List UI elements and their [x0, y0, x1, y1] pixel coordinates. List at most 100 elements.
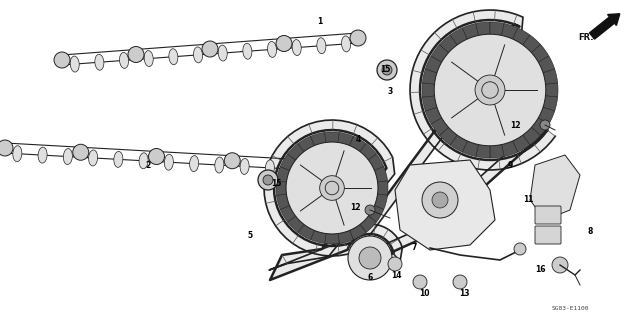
Wedge shape: [538, 107, 555, 124]
Ellipse shape: [95, 54, 104, 70]
Text: 14: 14: [391, 271, 401, 279]
Wedge shape: [349, 136, 366, 152]
Wedge shape: [324, 234, 339, 244]
Wedge shape: [426, 107, 442, 124]
Circle shape: [0, 140, 13, 156]
Wedge shape: [287, 216, 304, 233]
Wedge shape: [490, 22, 504, 35]
Ellipse shape: [215, 157, 224, 173]
Wedge shape: [450, 135, 467, 152]
FancyBboxPatch shape: [535, 226, 561, 244]
Circle shape: [73, 144, 89, 160]
Ellipse shape: [189, 156, 198, 172]
Ellipse shape: [88, 150, 98, 166]
Text: 8: 8: [588, 227, 593, 236]
Text: 15: 15: [271, 179, 281, 188]
Ellipse shape: [139, 153, 148, 169]
Wedge shape: [276, 194, 289, 210]
Ellipse shape: [63, 149, 72, 165]
Wedge shape: [502, 141, 518, 157]
Text: 5: 5: [248, 231, 253, 240]
Wedge shape: [287, 144, 304, 160]
Wedge shape: [310, 230, 326, 243]
Text: 10: 10: [419, 288, 429, 298]
Ellipse shape: [38, 147, 47, 163]
Wedge shape: [276, 167, 289, 182]
Wedge shape: [431, 44, 449, 62]
Ellipse shape: [193, 47, 203, 63]
Ellipse shape: [144, 51, 153, 67]
Ellipse shape: [291, 161, 300, 177]
Circle shape: [359, 247, 381, 269]
Circle shape: [202, 41, 218, 57]
Wedge shape: [360, 216, 376, 233]
Wedge shape: [338, 132, 353, 145]
Ellipse shape: [342, 36, 351, 52]
Wedge shape: [374, 194, 388, 210]
Circle shape: [128, 47, 144, 63]
Circle shape: [348, 236, 392, 280]
Circle shape: [365, 205, 375, 215]
Ellipse shape: [266, 160, 275, 176]
Ellipse shape: [218, 45, 227, 61]
Wedge shape: [324, 132, 339, 143]
Circle shape: [300, 157, 316, 173]
Circle shape: [263, 175, 273, 185]
Text: 16: 16: [535, 265, 545, 275]
Circle shape: [377, 60, 397, 80]
Polygon shape: [264, 10, 556, 280]
Wedge shape: [369, 205, 384, 222]
Wedge shape: [360, 144, 376, 160]
Text: 6: 6: [367, 273, 372, 283]
Text: 4: 4: [355, 136, 360, 145]
Ellipse shape: [243, 43, 252, 59]
Text: 11: 11: [523, 196, 533, 204]
Wedge shape: [369, 154, 384, 170]
Text: SG03-E1100: SG03-E1100: [551, 306, 589, 310]
Wedge shape: [422, 83, 435, 97]
Wedge shape: [440, 35, 457, 53]
Ellipse shape: [292, 40, 301, 56]
Text: 7: 7: [412, 243, 417, 253]
Text: 9: 9: [508, 160, 513, 169]
Circle shape: [432, 192, 448, 208]
Circle shape: [388, 257, 402, 271]
Wedge shape: [450, 28, 467, 45]
Wedge shape: [426, 56, 442, 73]
Wedge shape: [476, 22, 490, 35]
Wedge shape: [298, 136, 314, 152]
Wedge shape: [422, 69, 437, 84]
Wedge shape: [531, 118, 549, 136]
Wedge shape: [513, 135, 530, 152]
Circle shape: [453, 275, 467, 289]
Circle shape: [435, 34, 546, 146]
Wedge shape: [538, 56, 555, 73]
Text: 2: 2: [145, 160, 150, 169]
Wedge shape: [440, 127, 457, 145]
Wedge shape: [378, 181, 388, 195]
Wedge shape: [422, 96, 437, 111]
Circle shape: [148, 149, 164, 165]
Circle shape: [413, 275, 427, 289]
Wedge shape: [280, 154, 296, 170]
Wedge shape: [280, 205, 296, 222]
Wedge shape: [338, 230, 353, 243]
Wedge shape: [490, 145, 504, 158]
Circle shape: [325, 181, 339, 195]
FancyBboxPatch shape: [535, 206, 561, 224]
Text: 15: 15: [380, 65, 390, 75]
Circle shape: [286, 142, 378, 234]
Ellipse shape: [70, 56, 79, 72]
Ellipse shape: [13, 146, 22, 162]
Circle shape: [514, 243, 526, 255]
Text: 12: 12: [349, 204, 360, 212]
Wedge shape: [502, 24, 518, 39]
Wedge shape: [543, 96, 557, 111]
Text: FR.: FR.: [578, 33, 593, 42]
Circle shape: [552, 257, 568, 273]
Circle shape: [224, 153, 240, 169]
Ellipse shape: [120, 52, 129, 68]
Polygon shape: [530, 155, 580, 220]
Wedge shape: [476, 145, 490, 158]
Wedge shape: [310, 132, 326, 145]
